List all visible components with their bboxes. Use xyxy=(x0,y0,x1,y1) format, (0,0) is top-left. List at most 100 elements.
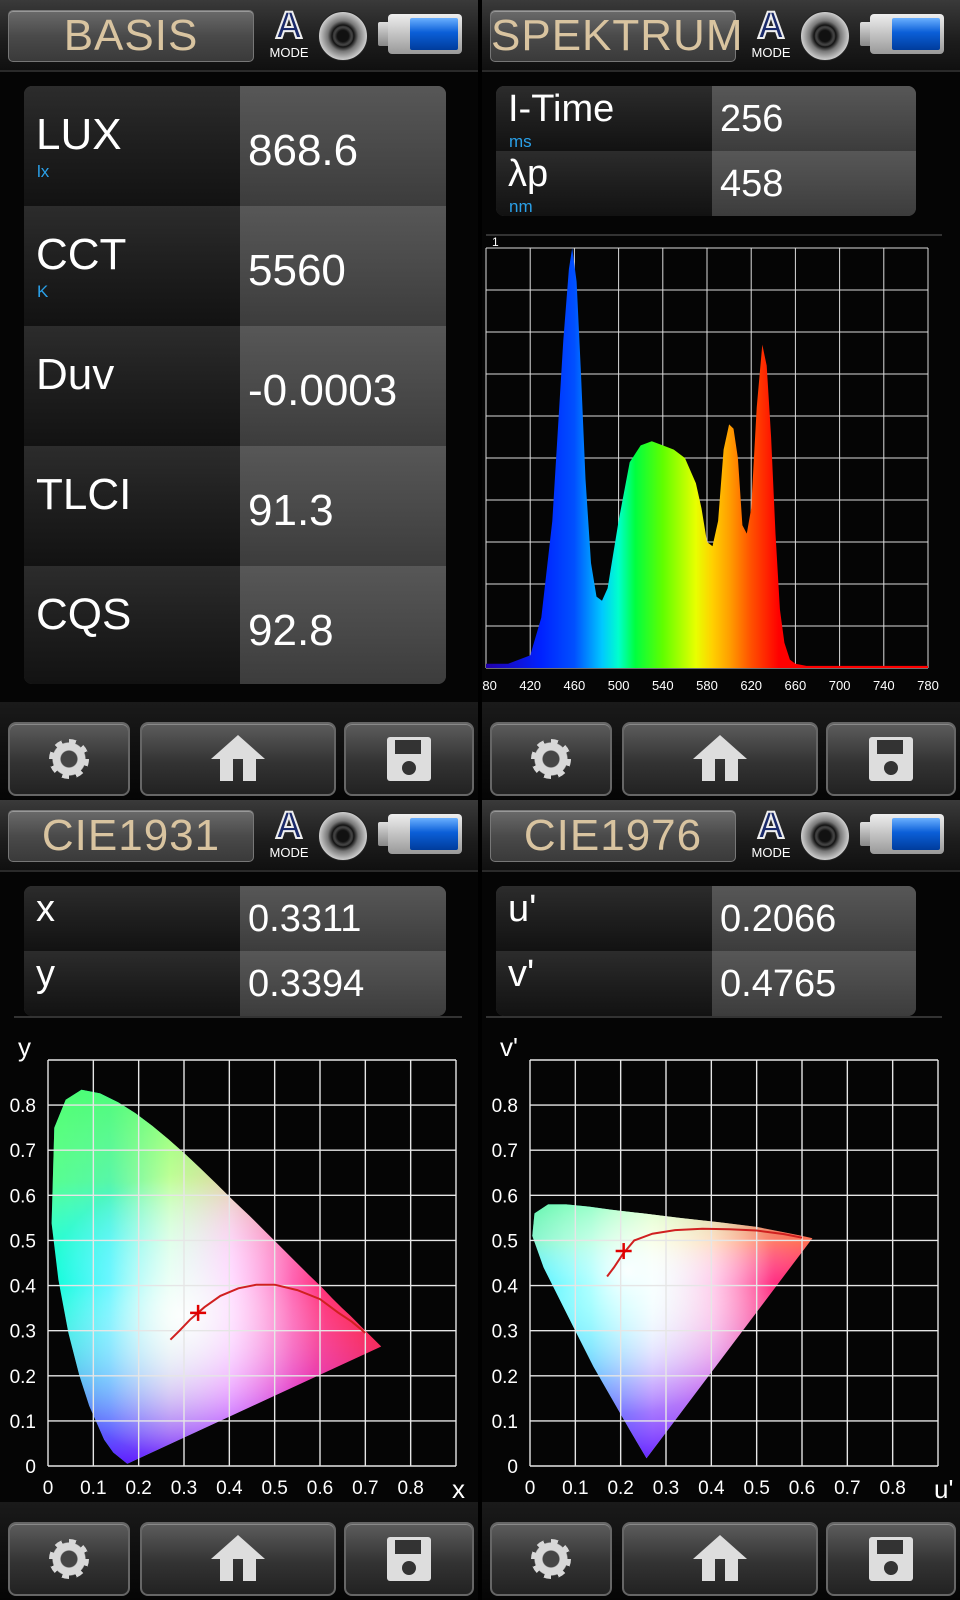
save-button[interactable] xyxy=(826,1522,956,1596)
panel-title[interactable]: CIE1976 xyxy=(490,810,736,862)
x-tick-label: 700 xyxy=(829,678,851,693)
settings-button[interactable] xyxy=(8,1522,130,1596)
mode-button[interactable]: A MODE xyxy=(748,5,794,64)
row-label: λp xyxy=(508,153,549,195)
x-tick-label: 0.3 xyxy=(653,1478,679,1499)
row-unit: K xyxy=(37,282,49,301)
header-bar: CIE1976 A MODE xyxy=(482,800,960,872)
save-floppy-icon xyxy=(387,737,431,781)
x-tick-label: 0.2 xyxy=(125,1478,151,1499)
battery-icon xyxy=(378,14,464,54)
save-button[interactable] xyxy=(344,1522,474,1596)
panel-title[interactable]: SPEKTRUM xyxy=(490,10,744,62)
y-tick-label: 0 xyxy=(507,1457,518,1478)
home-button[interactable] xyxy=(140,722,336,796)
x-tick-label: 0.5 xyxy=(743,1478,769,1499)
home-button[interactable] xyxy=(140,1522,336,1596)
row-value: 458 xyxy=(720,163,784,205)
settings-button[interactable] xyxy=(490,1522,612,1596)
planckian-locus xyxy=(169,1283,366,1341)
footer-bar xyxy=(0,1502,478,1600)
settings-gear-icon xyxy=(531,739,571,779)
spektrum-table: I-Time ms 256 λp nm 458 xyxy=(496,86,916,216)
table-row: x 0.3311 xyxy=(24,886,446,951)
x-tick-label: 0.4 xyxy=(698,1478,725,1499)
battery-icon xyxy=(378,814,464,854)
x-tick-label: 0.1 xyxy=(80,1478,106,1499)
row-unit: ms xyxy=(509,132,532,151)
mode-button[interactable]: A MODE xyxy=(748,805,794,864)
panel-title[interactable]: CIE1931 xyxy=(8,810,254,862)
settings-button[interactable] xyxy=(490,722,612,796)
table-row: u' 0.2066 xyxy=(496,886,916,951)
x-tick-label: 0.6 xyxy=(789,1478,815,1499)
mode-a-icon: A xyxy=(274,805,303,847)
shutter-icon[interactable] xyxy=(800,11,850,61)
table-row: λp nm 458 xyxy=(496,151,916,216)
row-label: x xyxy=(36,888,55,930)
shutter-icon[interactable] xyxy=(318,811,368,861)
x-axis-label: x xyxy=(452,1474,465,1502)
x-tick-label: 0.5 xyxy=(261,1478,287,1499)
row-unit: nm xyxy=(509,197,533,216)
y-tick-label: 0.5 xyxy=(492,1231,518,1252)
row-label: v' xyxy=(508,953,535,995)
y-axis-label: y xyxy=(18,1032,31,1062)
mode-a-icon: A xyxy=(756,805,785,847)
settings-button[interactable] xyxy=(8,722,130,796)
row-value: 0.2066 xyxy=(720,898,837,940)
row-label: CCT xyxy=(36,230,127,279)
save-floppy-icon xyxy=(869,737,913,781)
y-tick-label: 1 xyxy=(492,236,499,249)
x-tick-label: 0.7 xyxy=(352,1478,378,1499)
row-label: CQS xyxy=(36,590,132,639)
cie1976-panel: CIE1976 A MODE u' 0.2066 v' 0.4765 0 0.1 0… xyxy=(482,800,960,1600)
y-tick-label: 0.6 xyxy=(492,1186,518,1207)
mode-a-icon: A xyxy=(274,5,303,47)
y-tick-label: 0.7 xyxy=(492,1141,518,1162)
y-tick-label: 0.7 xyxy=(10,1141,36,1162)
mode-label: MODE xyxy=(269,45,309,60)
mode-label: MODE xyxy=(269,845,309,860)
x-tick-label: 0.4 xyxy=(216,1478,243,1499)
y-tick-label: 0.3 xyxy=(492,1322,518,1343)
home-button[interactable] xyxy=(622,722,818,796)
row-value: 256 xyxy=(720,98,784,140)
header-bar: SPEKTRUM A MODE xyxy=(482,0,960,72)
table-row: CQS 92.8 xyxy=(24,566,446,684)
x-tick-label: 0.1 xyxy=(562,1478,588,1499)
row-value: 91.3 xyxy=(248,486,334,535)
row-value: 0.4765 xyxy=(720,963,837,1005)
table-row: v' 0.4765 xyxy=(496,951,916,1016)
save-button[interactable] xyxy=(344,722,474,796)
save-button[interactable] xyxy=(826,722,956,796)
row-value: 868.6 xyxy=(248,126,359,175)
mode-button[interactable]: A MODE xyxy=(266,5,312,64)
y-tick-label: 0.2 xyxy=(10,1367,36,1388)
battery-level-fill xyxy=(892,18,940,50)
table-row: Duv -0.0003 xyxy=(24,326,446,446)
cie1976-table: u' 0.2066 v' 0.4765 xyxy=(496,886,916,1016)
y-tick-label: 0.5 xyxy=(10,1231,36,1252)
row-unit: lx xyxy=(37,162,50,181)
row-value: 0.3311 xyxy=(248,898,362,940)
cie1931-chart: 0 0.1 0.2 0.3 0.4 0.5 0.6 0.7 0.8 0 0.1 0.2 0.3 0.4 0.… xyxy=(10,1032,465,1502)
shutter-icon[interactable] xyxy=(800,811,850,861)
x-tick-label: 540 xyxy=(652,678,674,693)
home-button[interactable] xyxy=(622,1522,818,1596)
x-tick-label: 660 xyxy=(785,678,807,693)
mode-button[interactable]: A MODE xyxy=(266,805,312,864)
x-tick-label: 0.8 xyxy=(879,1478,905,1499)
row-value: 92.8 xyxy=(248,606,334,655)
shutter-icon[interactable] xyxy=(318,11,368,61)
y-axis-label: v' xyxy=(500,1032,518,1062)
header-bar: CIE1931 A MODE xyxy=(0,800,478,872)
footer-bar xyxy=(482,1502,960,1600)
y-tick-label: 0.8 xyxy=(10,1096,36,1117)
battery-icon xyxy=(860,814,946,854)
settings-gear-icon xyxy=(49,739,89,779)
panel-title[interactable]: BASIS xyxy=(8,10,254,62)
row-label: LUX xyxy=(36,110,122,159)
x-tick-label: 0.2 xyxy=(607,1478,633,1499)
battery-level-fill xyxy=(410,18,458,50)
